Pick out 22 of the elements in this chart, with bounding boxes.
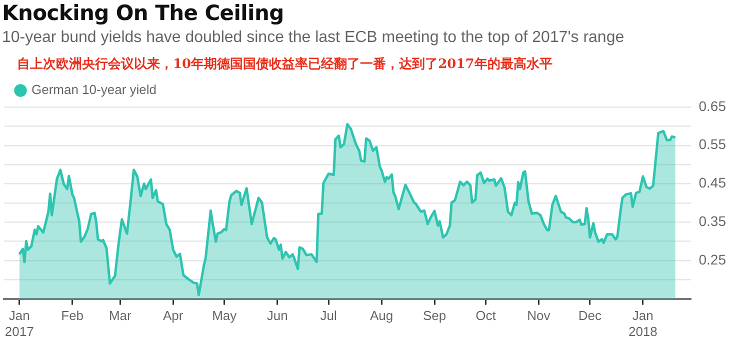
x-tick-label: Jul — [320, 308, 337, 324]
x-tick-label: Sep — [422, 308, 446, 324]
y-tick-label: 0.65 — [698, 98, 726, 114]
chart-subtitle: 10-year bund yields have doubled since the last ECB meeting to the top of 2017's range — [2, 29, 624, 47]
x-tick-label: Apr — [163, 308, 184, 324]
x-tick-label: Jun — [266, 308, 288, 324]
x-tick-label: Aug — [370, 308, 394, 324]
x-tick-label: Feb — [61, 308, 84, 324]
x-tick-label: Mar — [108, 308, 132, 324]
text: 自上次欧洲央行会议以来，10年期德国国债收益率已经翻了一番，达到了2017年的最高水平 — [17, 56, 552, 73]
x-tick-label: Nov — [527, 308, 551, 324]
chart-title: Knocking On The Ceiling — [2, 1, 284, 25]
x-tick-label: May — [212, 308, 238, 324]
x-tick-label: Jan 2017 — [4, 308, 34, 339]
legend-label: German 10-year yield — [32, 82, 156, 98]
y-tick-label: 0.55 — [698, 136, 726, 152]
x-tick-label: Dec — [578, 308, 602, 324]
y-tick-label: 0.25 — [698, 251, 726, 268]
x-tick-label: Jan 2018 — [628, 308, 658, 339]
y-tick-label: 0.35 — [698, 212, 726, 229]
x-tick-label: Oct — [476, 308, 496, 324]
y-tick-label: 0.45 — [698, 174, 726, 191]
